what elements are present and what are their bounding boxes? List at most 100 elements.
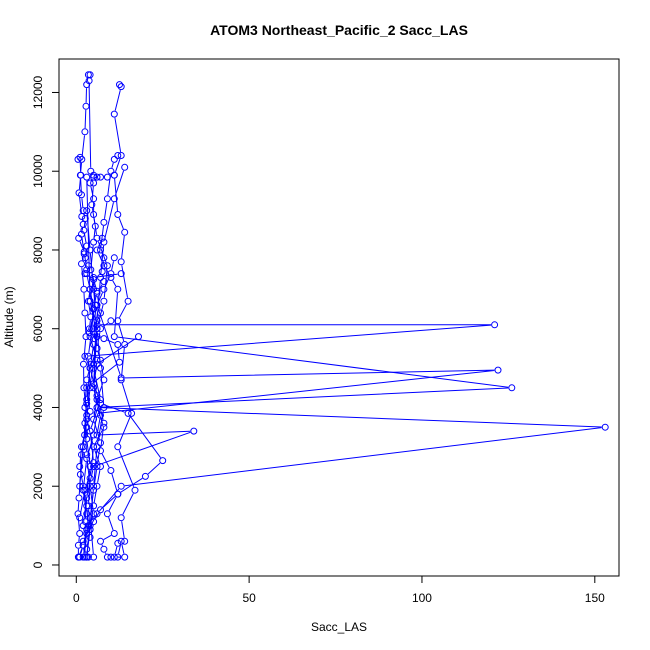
data-point — [80, 360, 87, 368]
series-line — [86, 214, 105, 554]
data-point — [97, 537, 104, 545]
data-point — [93, 325, 101, 333]
data-point — [601, 423, 609, 431]
data-point — [100, 335, 108, 343]
data-point — [81, 270, 89, 278]
data-point — [78, 213, 86, 220]
data-point — [90, 510, 98, 518]
data-point — [76, 514, 84, 522]
data-point — [97, 325, 104, 333]
data-point — [124, 409, 132, 417]
data-point — [103, 510, 111, 518]
data-point — [90, 195, 98, 203]
data-point — [74, 510, 82, 518]
data-point — [78, 155, 86, 163]
data-point — [110, 254, 118, 262]
data-point — [83, 415, 91, 423]
data-point — [100, 297, 108, 305]
data-point — [103, 553, 111, 561]
data-point — [110, 333, 118, 341]
data-point — [90, 305, 98, 313]
data-point — [121, 537, 129, 545]
data-point — [110, 110, 118, 118]
data-point — [87, 313, 95, 321]
series-line — [85, 180, 492, 554]
data-point — [85, 329, 93, 337]
y-tick-label: 2000 — [31, 473, 45, 500]
data-point — [100, 238, 108, 246]
y-tick-label: 6000 — [31, 315, 45, 342]
data-point — [117, 270, 125, 278]
data-point — [97, 463, 104, 470]
data-point — [117, 482, 125, 490]
data-point — [117, 258, 125, 266]
data-point — [86, 333, 94, 341]
data-point — [107, 270, 115, 278]
data-point — [93, 482, 101, 490]
data-point — [128, 409, 136, 417]
data-point — [85, 77, 93, 85]
data-point — [76, 553, 84, 561]
data-point — [110, 530, 118, 537]
data-point — [90, 179, 98, 187]
data-point — [83, 451, 91, 459]
data-point — [107, 274, 115, 281]
data-point — [90, 238, 98, 246]
data-point — [110, 195, 118, 203]
data-point — [100, 404, 108, 411]
data-point — [97, 506, 104, 514]
data-point — [116, 358, 123, 366]
data-point — [121, 163, 129, 171]
data-point — [86, 522, 94, 530]
data-point — [93, 246, 101, 254]
x-tick-label: 150 — [585, 591, 605, 605]
data-point — [87, 266, 95, 274]
data-point — [81, 128, 89, 136]
data-point — [86, 285, 94, 293]
data-point — [83, 173, 91, 181]
data-point — [159, 457, 167, 465]
data-point — [90, 482, 98, 490]
data-point — [110, 155, 118, 163]
data-point — [90, 274, 98, 281]
data-point — [83, 455, 91, 463]
series — [79, 285, 198, 530]
data-point — [97, 411, 104, 419]
data-point — [494, 366, 502, 374]
y-tick-label: 0 — [31, 561, 45, 568]
data-point — [103, 173, 111, 181]
series-line — [79, 170, 125, 483]
data-point — [80, 285, 88, 293]
data-point — [121, 228, 129, 236]
data-point — [82, 102, 90, 110]
data-point — [76, 463, 84, 470]
chart-title: ATOM3 Northeast_Pacific_2 Sacc_LAS — [210, 22, 468, 38]
data-point — [74, 541, 82, 549]
data-point — [93, 301, 101, 309]
data-point — [93, 321, 101, 329]
data-point — [107, 167, 115, 175]
data-point — [76, 153, 84, 161]
data-point — [80, 384, 88, 392]
data-point — [90, 502, 98, 510]
data-point — [78, 260, 85, 268]
x-tick-label: 100 — [412, 591, 432, 605]
data-point — [114, 490, 122, 498]
data-point — [83, 396, 91, 404]
series — [83, 234, 516, 561]
data-point — [100, 285, 108, 293]
data-point — [86, 297, 94, 305]
data-point — [83, 423, 91, 431]
plot-area — [74, 71, 609, 561]
data-point — [86, 179, 94, 187]
plot-frame — [58, 58, 620, 577]
data-point — [116, 81, 123, 89]
x-axis: 0 50 100 150 — [73, 575, 605, 605]
data-point — [86, 246, 94, 254]
data-point — [117, 376, 125, 384]
data-point — [114, 443, 122, 451]
data-point — [117, 537, 125, 545]
data-point — [110, 171, 118, 179]
data-point — [114, 152, 122, 159]
